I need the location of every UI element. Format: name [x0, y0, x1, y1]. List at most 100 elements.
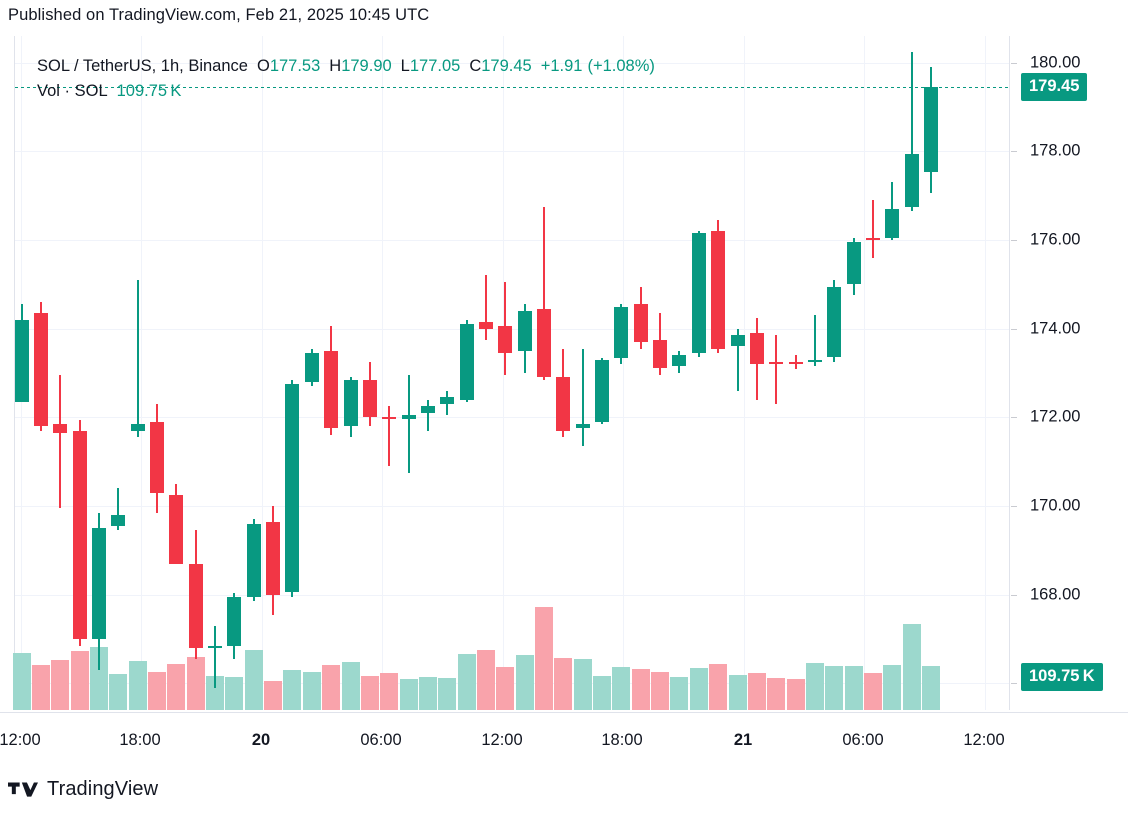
volume-bar — [89, 647, 108, 710]
candle-wick — [214, 625, 216, 688]
vertical-gridline — [623, 36, 624, 710]
volume-bar — [380, 673, 399, 710]
vertical-gridline — [864, 36, 865, 710]
candle-body — [285, 384, 300, 593]
volume-bar — [399, 678, 418, 710]
price-axis-tick — [1011, 62, 1017, 64]
candle-body — [53, 424, 68, 433]
price-axis[interactable]: 180.00 178.00 176.00 174.00 172.00 170.00 168.… — [1011, 36, 1128, 710]
vertical-gridline — [141, 36, 142, 710]
candle-body — [401, 415, 416, 420]
volume-bar — [476, 650, 495, 710]
candle-wick — [426, 399, 429, 431]
volume-bar — [109, 674, 128, 710]
candle-body — [169, 494, 184, 564]
candle-body — [498, 326, 513, 353]
time-axis[interactable]: 12:00 18:00 20 06:00 12:00 18:00 21 06:00 12:00 — [0, 712, 1128, 756]
volume-bar — [709, 663, 728, 710]
candle-body — [749, 333, 764, 365]
candle-wick — [407, 375, 410, 473]
candle-body — [769, 361, 784, 365]
volume-bar — [863, 673, 882, 710]
candle-body — [614, 306, 629, 358]
volume-bar — [167, 664, 186, 710]
last-price-line-wrap — [15, 87, 1009, 88]
candle-body — [72, 430, 87, 639]
price-axis-tick — [1011, 683, 1017, 685]
volume-value-badge[interactable]: 109.75 K — [1021, 663, 1103, 692]
price-axis-label: 172.00 — [1030, 407, 1081, 426]
candle-body — [362, 379, 377, 418]
tradingview-logo-icon — [8, 782, 38, 797]
candle-body — [653, 339, 668, 369]
candle-body — [691, 233, 706, 353]
volume-bar — [883, 665, 902, 710]
volume-bar — [148, 671, 166, 710]
candle-body — [711, 231, 726, 349]
horizontal-gridline — [15, 594, 1009, 596]
published-caption: Published on TradingView.com, Feb 21, 20… — [8, 6, 430, 24]
price-axis-tick — [1011, 151, 1017, 153]
volume-bar — [515, 655, 534, 710]
candle-body — [865, 237, 880, 240]
candle-body — [266, 521, 281, 595]
volume-bar — [225, 677, 244, 710]
candle-wick — [910, 51, 913, 212]
horizontal-gridline — [15, 417, 1009, 419]
volume-bar — [283, 670, 302, 710]
candle-wick — [484, 275, 487, 340]
candle-body — [595, 359, 609, 422]
horizontal-gridline — [15, 151, 1009, 153]
time-axis-label: 21 — [733, 731, 753, 749]
volume-bar — [206, 676, 224, 710]
vertical-gridline — [262, 36, 263, 710]
price-axis-label: 174.00 — [1030, 319, 1081, 338]
candle-body — [208, 645, 222, 648]
candle-body — [246, 523, 261, 597]
volume-bar — [457, 653, 476, 710]
time-axis-label: 12:00 — [481, 731, 523, 749]
time-axis-label: 12:00 — [963, 731, 1005, 749]
candle-body — [111, 514, 126, 526]
candle-wick — [136, 279, 139, 438]
volume-bar — [844, 666, 863, 710]
chart-plot-frame: SOL / TetherUS, 1h, Binance O177.53 H179.9… — [12, 36, 1010, 710]
candle-wick — [581, 348, 584, 447]
time-axis-label: 06:00 — [360, 731, 402, 749]
volume-bar — [767, 677, 786, 710]
candle-body — [459, 324, 474, 400]
time-axis-label: 18:00 — [119, 731, 161, 749]
candle-body — [556, 377, 571, 431]
candle-body — [478, 322, 493, 329]
horizontal-gridline — [15, 62, 1009, 64]
horizontal-gridline — [15, 506, 1009, 507]
candle-body — [188, 563, 203, 648]
last-price-badge[interactable]: 179.45 — [1021, 73, 1088, 101]
candlestick-series — [14, 36, 1009, 710]
price-axis-tick — [1011, 240, 1017, 241]
candle-wick — [543, 206, 545, 380]
candle-body — [33, 313, 48, 427]
price-axis-tick — [1011, 506, 1017, 507]
vertical-gridline — [382, 36, 383, 710]
volume-bar — [651, 671, 670, 710]
volume-bar — [128, 661, 147, 710]
candle-wick — [736, 328, 739, 391]
candle-body — [420, 406, 435, 413]
volume-bar — [922, 665, 940, 710]
candle-body — [382, 417, 397, 420]
vertical-gridline — [985, 36, 986, 710]
candle-body — [537, 308, 551, 378]
volume-bar — [786, 678, 805, 710]
candle-body — [827, 286, 842, 358]
tradingview-wordmark: TradingView — [47, 778, 159, 800]
volume-bar — [573, 659, 592, 710]
volume-bar — [747, 672, 766, 710]
candle-body — [324, 350, 339, 429]
candle-body — [904, 153, 919, 207]
chart-gridlines — [15, 36, 1009, 710]
volume-bar — [264, 680, 283, 710]
volume-bar — [12, 653, 31, 710]
volume-bar — [438, 678, 457, 710]
